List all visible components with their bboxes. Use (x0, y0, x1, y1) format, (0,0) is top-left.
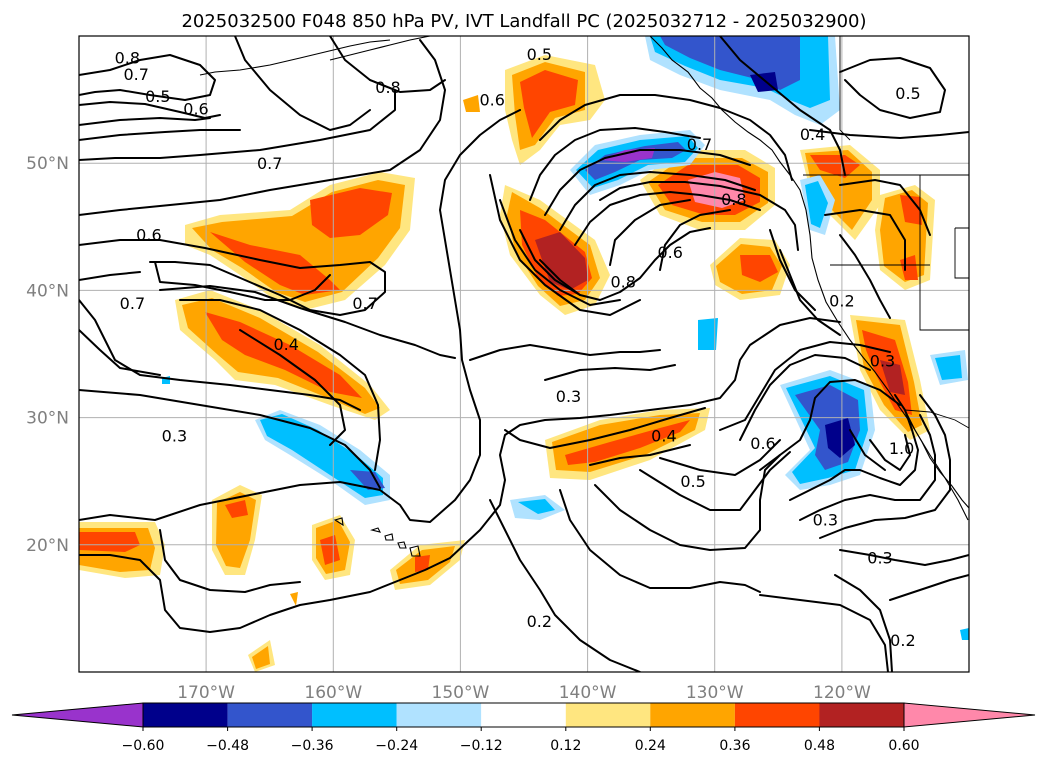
contour-label: 0.6 (479, 91, 504, 110)
contour-label: 0.6 (750, 434, 775, 453)
coast-alaska-peninsula (329, 36, 431, 61)
colorbar-segment (819, 703, 904, 727)
lon-tick-label: 150°W (432, 683, 490, 703)
colorbar-tick-label: −0.48 (206, 738, 249, 754)
contour-label: 0.6 (183, 100, 208, 119)
colorbar-segment (227, 703, 313, 727)
lat-tick-label: 40°N (26, 281, 69, 301)
contour-label: 0.7 (352, 294, 377, 313)
contour-label: 0.6 (657, 243, 682, 262)
lat-tick-label: 50°N (26, 154, 69, 174)
lat-tick-label: 30°N (26, 409, 69, 429)
contour-label: 0.6 (136, 225, 161, 244)
colorbar-segment (650, 703, 735, 727)
contour-label: 0.5 (145, 87, 170, 106)
colorbar-segment (312, 703, 397, 727)
map-frame (78, 35, 970, 673)
border-us-mexico (904, 409, 969, 429)
contour-label: 0.5 (895, 84, 920, 103)
lon-tick-label: 130°W (686, 683, 744, 703)
coastlines (199, 36, 969, 557)
coast-baja (904, 409, 969, 521)
latitude-tick-labels: 50°N 40°N 30°N 20°N (26, 154, 69, 556)
colorbar-segment (565, 703, 651, 727)
colorbar-tick-label: −0.12 (460, 738, 503, 754)
colorbar-segment (481, 703, 566, 727)
colorbar-tick-label: −0.24 (375, 738, 418, 754)
contour-label: 0.2 (829, 292, 854, 311)
colorbar-segment (734, 703, 820, 727)
colorbar-tick-label: −0.60 (122, 738, 165, 754)
contour-label: 0.8 (721, 190, 746, 209)
contour-label: 0.8 (610, 273, 635, 292)
contour-label: 0.3 (162, 426, 187, 445)
colorbar-extend-max (903, 702, 1036, 728)
contour-label: 0.7 (257, 154, 282, 173)
colorbar: −0.60 −0.48 −0.36 −0.24 −0.12 0.12 0.24 0.36 0.4… (11, 702, 1036, 754)
contour-label: 0.4 (651, 426, 676, 445)
contour-label: 0.4 (273, 335, 298, 354)
contour-label: 0.2 (890, 631, 915, 650)
colorbar-tick-label: 0.12 (550, 738, 581, 754)
contour-label: 0.7 (123, 65, 148, 84)
longitude-tick-labels: 170°W 160°W 150°W 140°W 130°W 120°W (177, 683, 871, 703)
contour-label: 0.7 (120, 294, 145, 313)
colorbar-tick-label: 0.36 (719, 738, 750, 754)
lat-tick-label: 20°N (26, 536, 69, 556)
contour-label: 0.5 (527, 45, 552, 64)
contour-label: 0.3 (867, 549, 892, 568)
colorbar-segment (396, 703, 482, 727)
contour-label: 0.8 (375, 78, 400, 97)
contour-label: 0.3 (813, 510, 838, 529)
coast-aleutians (199, 39, 391, 76)
contour-label: 1.0 (889, 439, 914, 458)
lon-tick-label: 160°W (304, 683, 362, 703)
lon-tick-label: 120°W (813, 683, 871, 703)
colorbar-segment (143, 703, 228, 727)
contour-label: 0.3 (870, 351, 895, 370)
colorbar-tick-label: 0.48 (804, 738, 835, 754)
map-panel: 0.80.70.50.60.70.80.60.50.40.50.70.80.80… (78, 35, 970, 673)
contour-label: 0.3 (556, 387, 581, 406)
lon-tick-label: 170°W (177, 683, 235, 703)
contour-label: 0.4 (800, 125, 825, 144)
colorbar-frame (142, 702, 905, 728)
colorbar-tick-label: −0.36 (291, 738, 334, 754)
gridlines (79, 36, 969, 672)
lon-tick-label: 140°W (559, 683, 617, 703)
contour-label: 0.7 (687, 135, 712, 154)
colorbar-tick-label: 0.24 (635, 738, 666, 754)
contour-label: 0.8 (115, 49, 140, 68)
pv-contours (79, 36, 969, 672)
contour-label: 0.2 (527, 612, 552, 631)
colorbar-extend-min (11, 702, 144, 728)
colorbar-tick-label: 0.60 (888, 738, 919, 754)
contour-label: 0.5 (680, 472, 705, 491)
map-title: 2025032500 F048 850 hPa PV, IVT Landfall… (181, 11, 866, 32)
contour-labels: 0.80.70.50.60.70.80.60.50.40.50.70.80.80… (115, 45, 921, 650)
